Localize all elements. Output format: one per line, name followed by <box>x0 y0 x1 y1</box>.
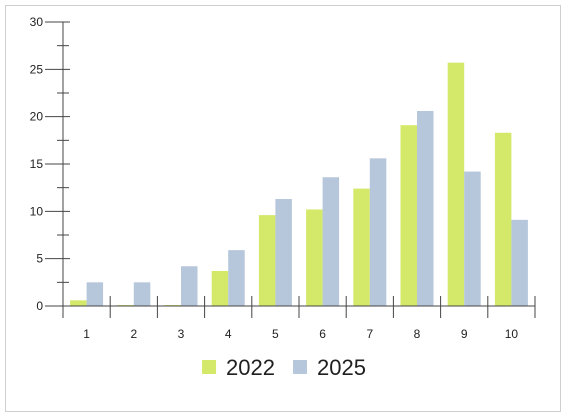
bar-2025-4 <box>228 250 245 306</box>
x-tick-label: 5 <box>272 327 279 341</box>
bar-2022-8 <box>400 125 417 306</box>
x-tick-label: 4 <box>225 327 232 341</box>
y-tick-label: 0 <box>36 299 43 313</box>
x-tick-label: 3 <box>178 327 185 341</box>
x-tick-label: 6 <box>319 327 326 341</box>
bar-2025-1 <box>86 282 104 306</box>
x-tick-label: 7 <box>366 327 373 341</box>
x-tick-label: 9 <box>461 327 468 341</box>
legend: 2022 2025 <box>202 355 366 380</box>
y-tick-label: 30 <box>30 15 44 29</box>
legend-swatch-2022 <box>202 360 217 374</box>
legend-swatch-2025 <box>293 360 307 374</box>
legend-item-2022: 2022 <box>202 355 275 380</box>
y-tick-label: 25 <box>30 62 44 76</box>
axes: 0 5 10 15 20 25 30 1 2 3 4 5 6 7 8 9 10 <box>30 15 536 341</box>
y-tick-label: 20 <box>30 110 44 124</box>
bar-2022-7 <box>353 188 370 306</box>
bar-2025-7 <box>369 158 387 306</box>
bar-2025-5 <box>275 199 292 306</box>
bar-2022-9 <box>447 62 465 307</box>
bar-2022-4 <box>211 270 229 306</box>
legend-item-2025: 2025 <box>293 355 366 380</box>
bar-2022-10 <box>494 132 512 306</box>
bar-2025-8 <box>417 110 434 307</box>
x-tick-label: 1 <box>83 327 90 341</box>
bar-2022-1 <box>70 300 87 306</box>
bar-2025-9 <box>464 171 481 306</box>
x-tick-label: 8 <box>414 327 421 341</box>
legend-label-2022: 2022 <box>226 355 275 380</box>
bar-2025-10 <box>511 219 528 306</box>
y-tick-label: 10 <box>30 204 44 218</box>
legend-label-2025: 2025 <box>317 355 366 380</box>
bar-2025-6 <box>322 177 340 306</box>
y-tick-label: 15 <box>30 157 44 171</box>
bar-2022-6 <box>306 209 323 306</box>
y-tick-label: 5 <box>36 252 43 266</box>
x-tick-label: 10 <box>505 327 519 341</box>
bar-2025-3 <box>181 266 198 306</box>
bar-2022-5 <box>258 215 276 306</box>
bar-2025-2 <box>133 282 151 306</box>
x-tick-label: 2 <box>130 327 137 341</box>
plot-area <box>70 62 528 307</box>
